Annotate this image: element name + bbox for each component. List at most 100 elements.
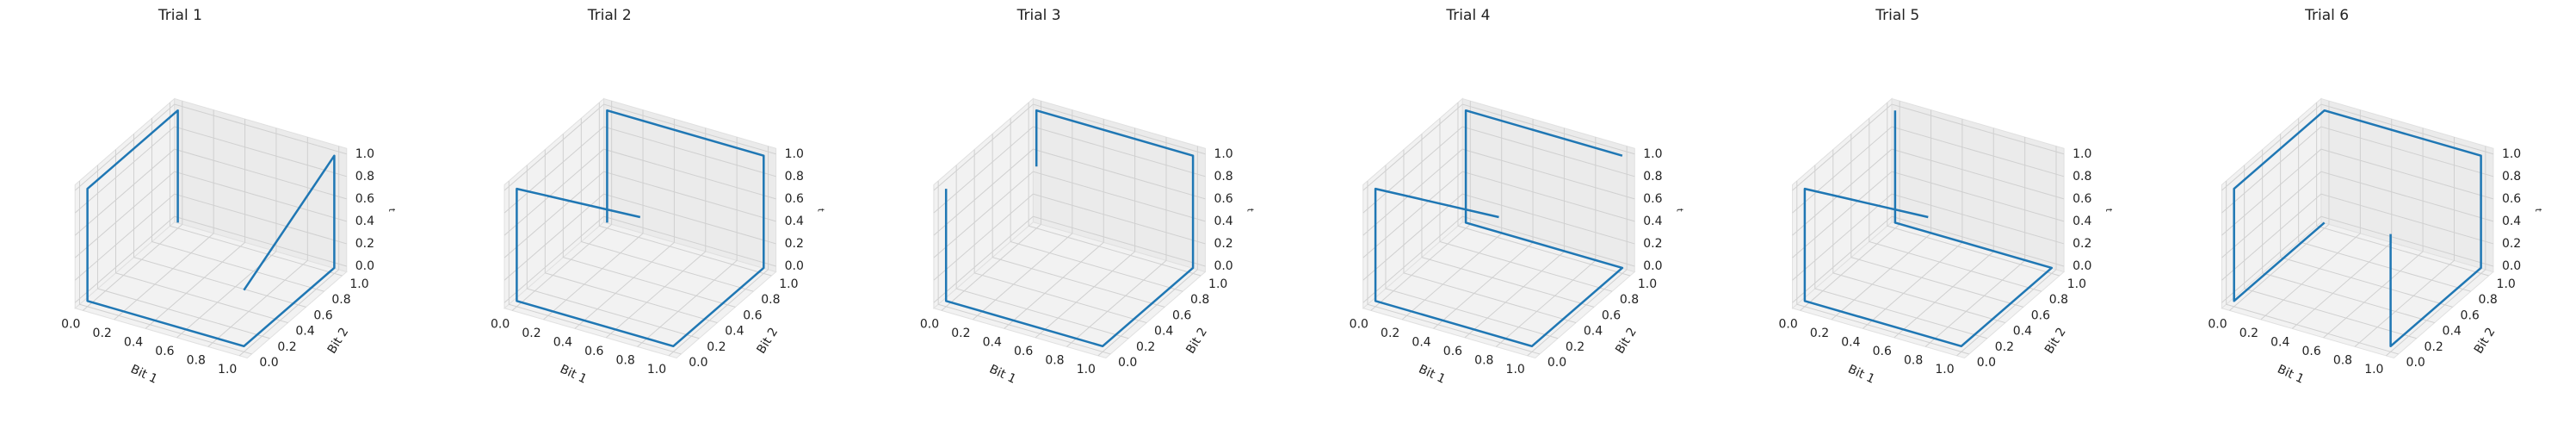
grid-line (503, 126, 776, 214)
z-tick-label: 0.6 (355, 192, 374, 206)
grid-line (543, 109, 644, 321)
grid-line (637, 137, 738, 347)
x-tick-label: 0.6 (1873, 345, 1892, 358)
grid-line (207, 137, 308, 347)
subplot: 0.00.20.40.60.81.0 0.00.20.40.60.81.00.00… (491, 7, 825, 387)
z-axis-label: t (2103, 209, 2113, 212)
subplot: 0.00.20.40.60.81.0 0.00.20.40.60.81.00.00… (2208, 7, 2542, 387)
z-tick-label: 0.8 (2502, 170, 2521, 184)
x-tick-label: 0.4 (1412, 335, 1430, 349)
subplot: 0.00.20.40.60.81.0 0.00.20.40.60.81.00.00… (61, 7, 396, 387)
z-tick-label: 0.8 (2073, 170, 2091, 184)
y-tick-label: 0.6 (1172, 308, 1191, 322)
grid-line (574, 119, 675, 329)
x-tick-label: 0.6 (155, 345, 174, 358)
grid-line (941, 101, 1041, 311)
data-line (944, 109, 1195, 348)
grid-line (508, 180, 682, 355)
grid-line (1385, 165, 1559, 339)
z-tick-label: 0.6 (1643, 192, 1662, 206)
y-tick-label: 0.6 (313, 308, 332, 322)
grid-line (933, 103, 1206, 191)
x-tick-label: 0.0 (491, 317, 510, 331)
z-tick-label: 0.2 (2073, 237, 2091, 251)
x-tick-label: 0.0 (1779, 317, 1798, 331)
grid-line (2229, 101, 2330, 311)
grid-line (1792, 148, 2065, 236)
z-tick-label: 0.0 (2073, 259, 2091, 273)
y-tick-label: 0.4 (1154, 325, 1173, 339)
x-axis-label: Bit 1 (128, 363, 159, 387)
grid-line (151, 118, 324, 292)
z-tick-label: 0.6 (2073, 192, 2091, 206)
grid-line (1028, 103, 1202, 277)
x-tick-label: 0.4 (983, 335, 1002, 349)
grid-line (2221, 215, 2494, 303)
y-tick-label: 0.0 (1547, 356, 1566, 370)
z-tick-label: 0.4 (355, 215, 374, 228)
x-tick-label: 1.0 (2364, 363, 2383, 377)
x-axis-label: Bit 1 (2275, 363, 2306, 387)
y-tick-label: 0.0 (1977, 356, 1996, 370)
grid-line (973, 109, 1073, 321)
x-tick-label: 0.6 (1014, 345, 1033, 358)
z-tick-label: 0.4 (785, 215, 804, 228)
z-tick-label: 0.6 (1214, 192, 1232, 206)
y-tick-label: 0.4 (1584, 325, 1603, 339)
x-axis-label: Bit 1 (558, 363, 589, 387)
grid-line (169, 103, 343, 277)
data-line (1803, 110, 2054, 348)
y-tick-label: 0.8 (331, 293, 350, 307)
grid-line (1850, 134, 2023, 308)
y-tick-label: 0.0 (1118, 356, 1137, 370)
grid-line (2221, 126, 2494, 214)
y-tick-label: 1.0 (2497, 277, 2516, 291)
y-tick-label: 0.0 (2406, 356, 2425, 370)
y-tick-label: 0.2 (1566, 340, 1585, 354)
z-axis-label: t (1674, 209, 1683, 212)
subplot: 0.00.20.40.60.81.0 0.00.20.40.60.81.00.00… (1779, 7, 2114, 387)
y-tick-label: 0.2 (277, 340, 296, 354)
grid-line (503, 171, 776, 258)
grid-line (2221, 148, 2494, 236)
data-line (2233, 109, 2482, 348)
grid-line (2244, 165, 2417, 339)
grid-line (145, 119, 246, 329)
grid-line (1527, 146, 1628, 357)
x-tick-label: 0.8 (2333, 353, 2352, 367)
x-axis-label: Bit 1 (987, 363, 1018, 387)
x-tick-label: 0.0 (61, 317, 80, 331)
grid-line (74, 126, 347, 214)
y-tick-label: 0.2 (1995, 340, 2014, 354)
z-axis-label: t (816, 209, 825, 212)
chart-title: Trial 2 (587, 7, 632, 24)
chart-title: Trial 1 (158, 7, 202, 24)
z-tick-label: 0.0 (2502, 259, 2521, 273)
x-tick-label: 1.0 (218, 363, 237, 377)
grid-line (955, 165, 1129, 339)
y-axis-label: Bit 2 (2042, 326, 2069, 357)
x-tick-label: 0.8 (1904, 353, 1923, 367)
z-tick-label: 0.0 (1214, 259, 1232, 273)
z-tick-label: 1.0 (1214, 147, 1232, 161)
y-tick-label: 1.0 (779, 277, 798, 291)
grid-line (1362, 193, 1635, 281)
grid-line (2226, 180, 2399, 355)
y-tick-label: 0.8 (2049, 293, 2068, 307)
y-tick-label: 0.4 (2013, 325, 2032, 339)
grid-line (562, 134, 736, 308)
grid-line (580, 118, 754, 292)
z-tick-label: 0.2 (2502, 237, 2521, 251)
grid-line (74, 215, 347, 303)
y-tick-label: 1.0 (349, 277, 368, 291)
grid-line (1792, 215, 2065, 303)
grid-line (511, 101, 613, 311)
z-tick-label: 0.2 (1643, 237, 1662, 251)
grid-line (1362, 103, 1635, 191)
y-tick-label: 0.4 (295, 325, 314, 339)
x-tick-label: 0.8 (187, 353, 206, 367)
grid-line (114, 149, 288, 324)
grid-line (78, 180, 252, 355)
grid-line (503, 103, 776, 191)
grid-line (1421, 134, 1595, 308)
